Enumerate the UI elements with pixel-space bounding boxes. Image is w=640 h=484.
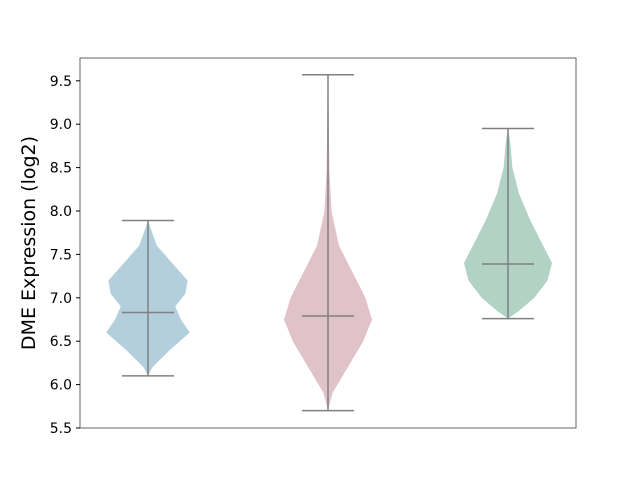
y-tick-label: 9.5 (50, 74, 72, 90)
y-tick-label: 6.5 (50, 334, 72, 350)
y-tick-label: 8.5 (50, 161, 72, 177)
plot-area (79, 57, 577, 429)
y-tick-label: 6.0 (50, 378, 72, 394)
y-axis-label: DME Expression (log2) (18, 136, 40, 350)
y-tick-label: 8.0 (50, 204, 72, 220)
y-tick-label: 7.5 (50, 247, 72, 263)
y-tick-label: 7.0 (50, 291, 72, 307)
y-tick-label: 5.5 (50, 421, 72, 437)
y-tick-label: 9.0 (50, 117, 72, 133)
